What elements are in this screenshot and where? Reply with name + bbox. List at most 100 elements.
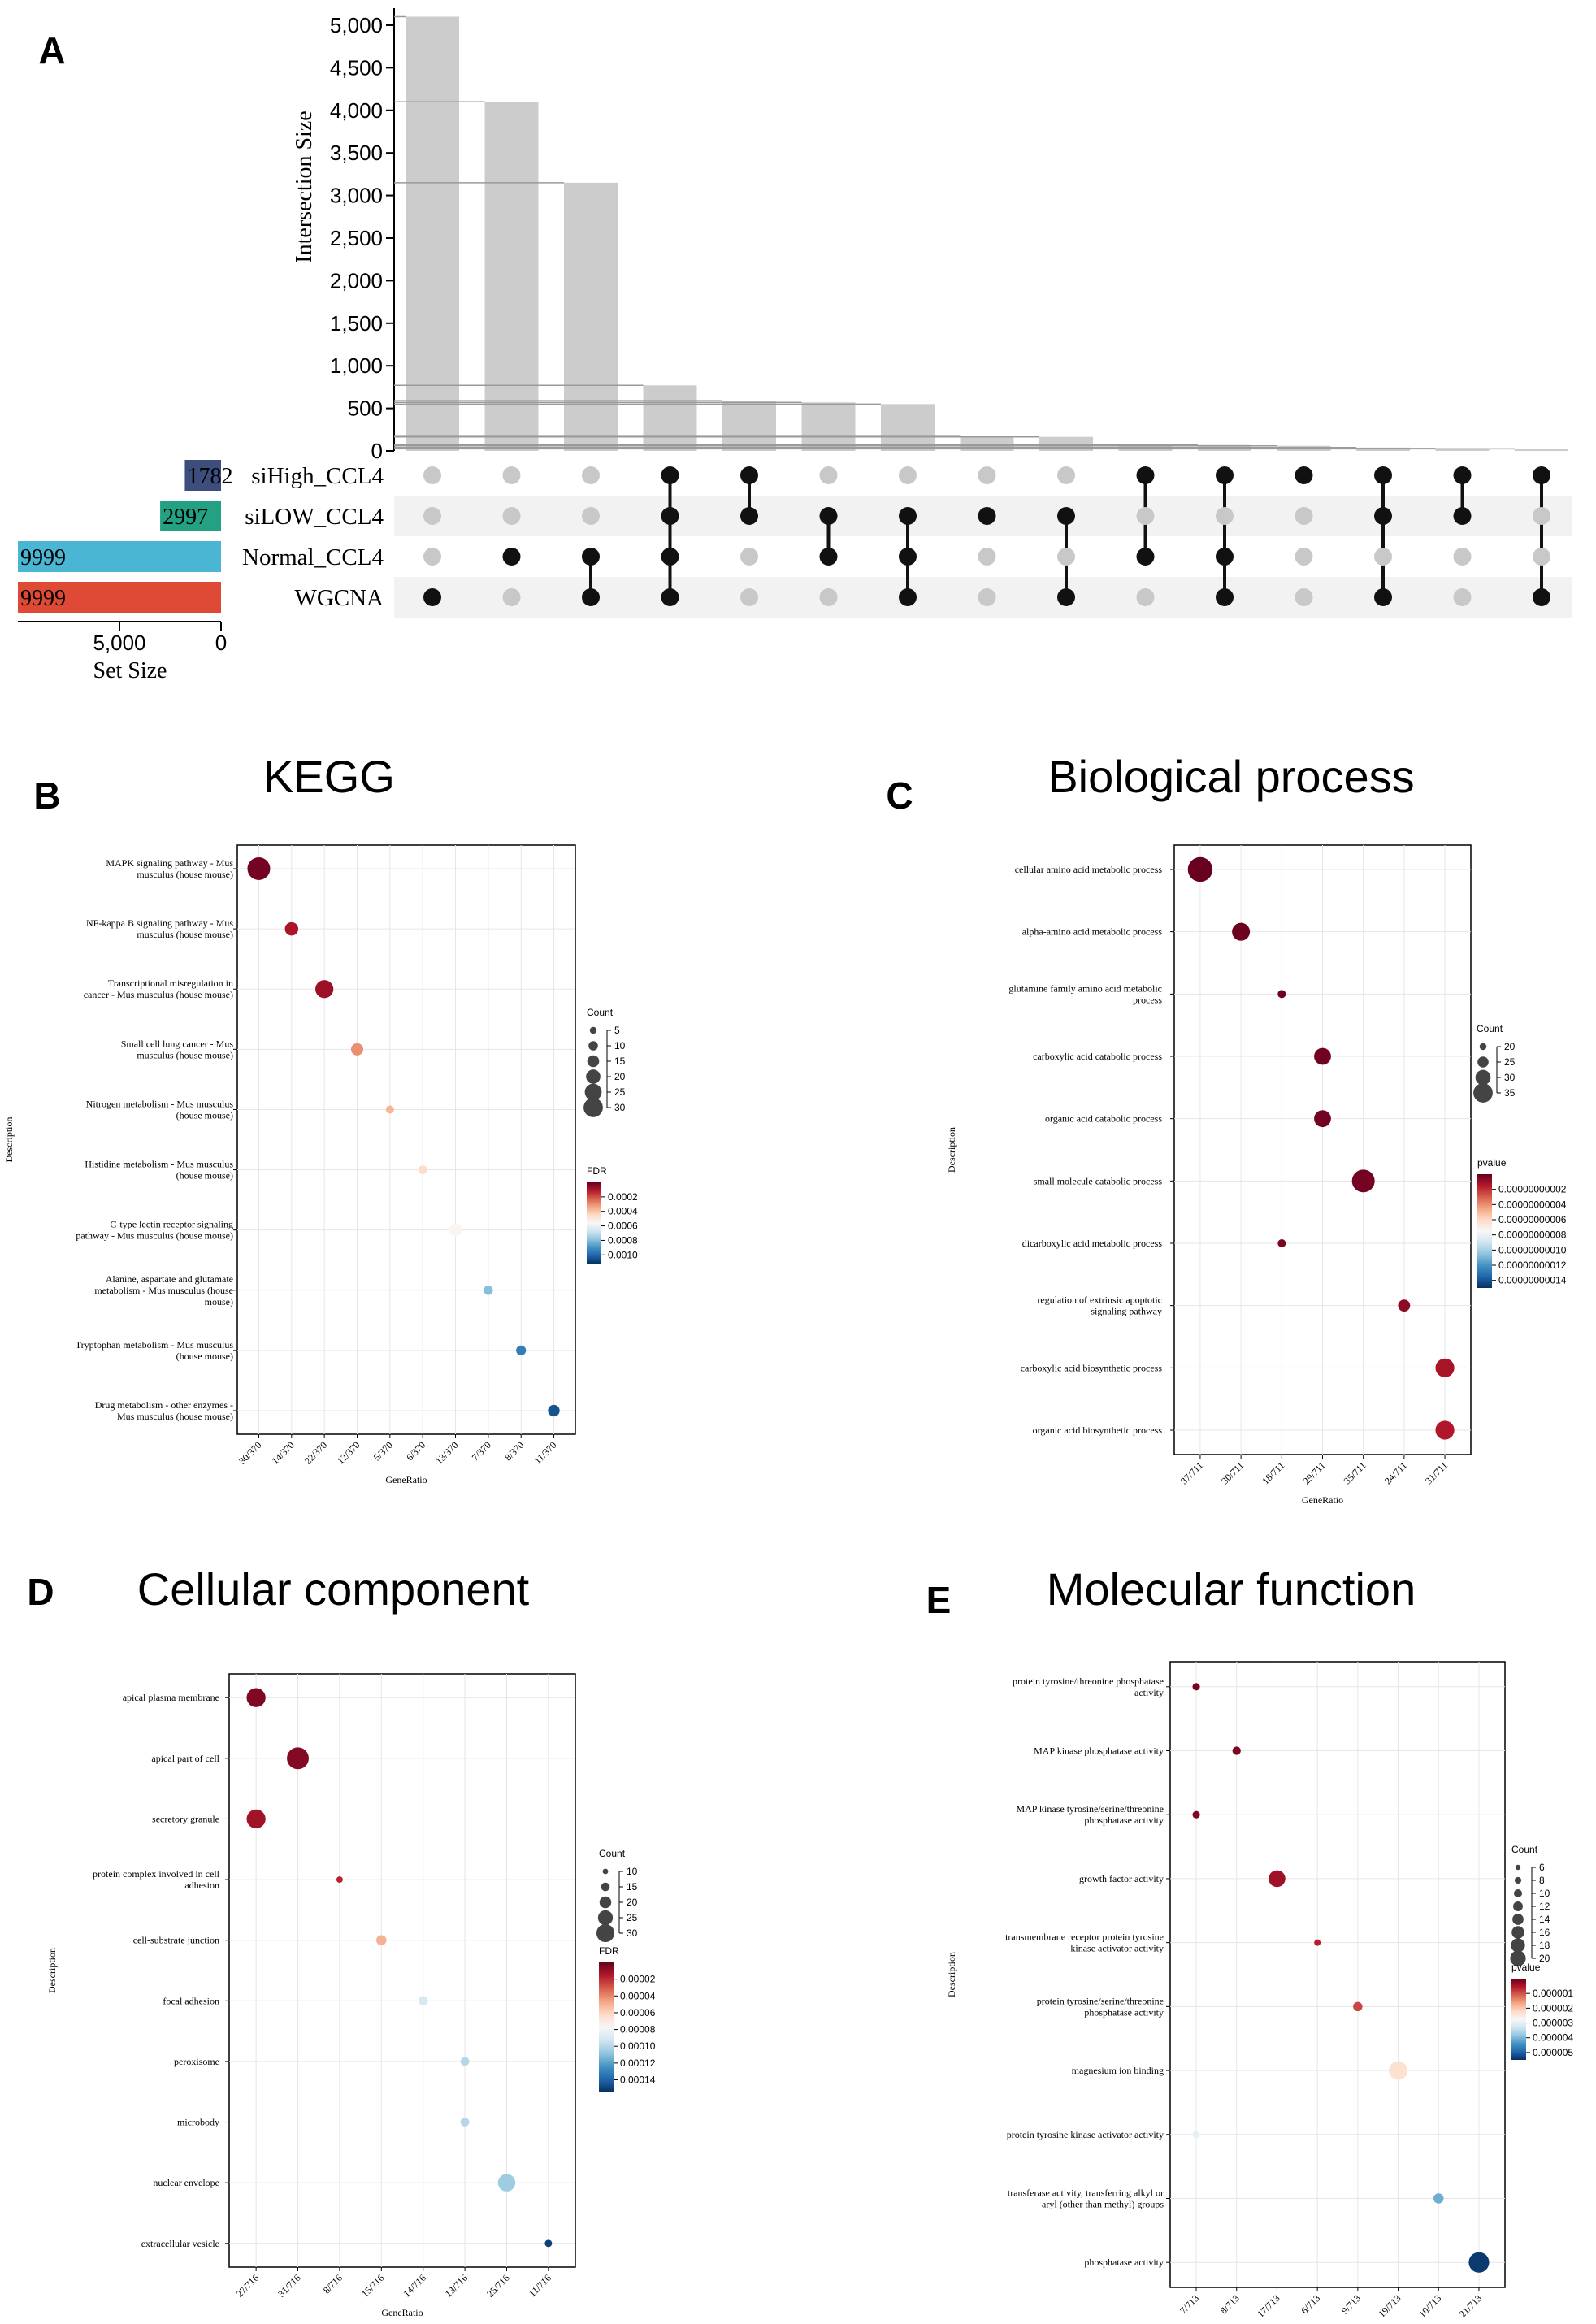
y-category-label: transferase activity, transferring alkyl… <box>1008 2187 1164 2209</box>
data-point <box>1277 990 1286 999</box>
data-point <box>548 1404 560 1417</box>
x-tick-label: 12/370 <box>335 1439 362 1466</box>
size-legend-dot <box>1513 1901 1523 1911</box>
y-category-label: focal adhesion <box>163 1995 219 2006</box>
y-category-label: Histidine metabolism - Mus musculus (hous… <box>85 1159 233 1182</box>
data-point <box>1314 1110 1331 1128</box>
size-legend-label: 6 <box>1539 1862 1545 1873</box>
matrix-dot-inactive <box>1295 548 1313 566</box>
matrix-dot-inactive <box>582 507 600 525</box>
size-legend-dot <box>1513 1888 1523 1898</box>
size-legend-dot <box>589 1026 597 1034</box>
matrix-dot-active <box>1453 466 1472 484</box>
panel-letter-c: C <box>886 774 913 817</box>
data-point <box>418 1165 427 1174</box>
x-tick-label: 21/713 <box>1457 2292 1484 2319</box>
x-tick-label: 11/716 <box>527 2272 553 2299</box>
size-legend-dot <box>1512 1914 1524 1925</box>
size-legend-title: Count <box>1477 1023 1503 1034</box>
y-category-label: extracellular vesicle <box>141 2238 219 2249</box>
matrix-dot-active <box>661 588 679 606</box>
chart-title: Cellular component <box>137 1563 530 1615</box>
matrix-dot-active <box>1057 588 1075 606</box>
colorbar-label: 0.00000000010 <box>1498 1244 1567 1255</box>
matrix-dot-inactive <box>1453 548 1472 566</box>
colorbar <box>587 1182 601 1264</box>
size-legend-label: 15 <box>627 1881 638 1893</box>
matrix-dot-inactive <box>1057 548 1075 566</box>
dotplot-c: Biological process cellular amino acid me… <box>946 751 1567 1506</box>
size-legend-dot <box>1510 1950 1526 1966</box>
data-point <box>1398 1299 1411 1312</box>
matrix-dot-active <box>1216 548 1234 566</box>
matrix-dot-inactive <box>502 507 521 525</box>
size-legend-dot <box>588 1041 598 1051</box>
colorbar-label: 0.000004 <box>1533 2032 1573 2044</box>
matrix-dot-active <box>1057 507 1075 525</box>
chart-title: KEGG <box>263 751 395 802</box>
y-tick-label: 2,500 <box>330 226 383 250</box>
y-category-label: Tryptophan metabolism - Mus musculus (hou… <box>76 1339 234 1362</box>
y-category-label: carboxylic acid catabolic process <box>1033 1051 1162 1062</box>
size-legend-title: Count <box>1511 1844 1538 1855</box>
matrix-dot-active <box>1136 548 1155 566</box>
size-legend-title: Count <box>587 1007 614 1018</box>
data-point <box>1192 2131 1200 2139</box>
panel-letter-b: B <box>33 774 60 817</box>
y-category-label: organic acid biosynthetic process <box>1033 1424 1163 1436</box>
colorbar-label: 0.00002 <box>620 1974 656 1985</box>
matrix-dot-active <box>582 548 600 566</box>
colorbar-label: 0.0010 <box>608 1249 638 1260</box>
set-size-axis-label: Set Size <box>93 658 167 683</box>
y-category-label: transmembrane receptor protein tyrosine k… <box>1005 1932 1164 1954</box>
y-category-label: dicarboxylic acid metabolic process <box>1022 1238 1163 1249</box>
colorbar-label: 0.000003 <box>1533 2018 1573 2029</box>
matrix-dot-inactive <box>978 466 996 484</box>
dotplot-e: Molecular function protein tyrosine/threo… <box>946 1563 1573 2320</box>
set-size-bar <box>18 541 221 572</box>
y-category-label: regulation of extrinsic apoptotic signali… <box>1037 1294 1162 1317</box>
matrix-dot-active <box>899 548 917 566</box>
data-point <box>1435 1420 1455 1440</box>
size-legend-dot <box>597 1910 614 1926</box>
panel-letter-d: D <box>27 1571 54 1613</box>
size-legend-label: 20 <box>614 1071 626 1082</box>
y-category-label: Drug metabolism - other enzymes -Mus mus… <box>95 1399 233 1422</box>
y-category-label: cell-substrate junction <box>133 1935 219 1946</box>
colorbar-label: 0.0004 <box>608 1206 638 1217</box>
data-point <box>418 1996 428 2006</box>
data-point <box>1353 2001 1363 2012</box>
matrix-dot-active <box>1374 588 1392 606</box>
x-tick-label: 19/713 <box>1376 2292 1403 2319</box>
colorbar <box>1511 1979 1526 2060</box>
colorbar-label: 0.00008 <box>620 2024 656 2036</box>
size-legend-label: 18 <box>1539 1940 1550 1951</box>
x-tick-label: 22/370 <box>302 1439 329 1466</box>
y-category-label: Alanine, aspartate and glutamate metaboli… <box>94 1273 233 1307</box>
data-point <box>246 1809 266 1829</box>
x-tick-label: 31/711 <box>1423 1459 1450 1486</box>
intersection-bar <box>564 182 618 451</box>
x-tick-label: 11/370 <box>531 1439 558 1466</box>
colorbar-label: 0.000002 <box>1533 2002 1573 2014</box>
size-legend-dot <box>1473 1083 1493 1103</box>
data-point <box>315 980 334 999</box>
matrix-dot-inactive <box>502 588 521 606</box>
size-legend-label: 10 <box>614 1040 626 1051</box>
set-size-bar <box>160 501 221 531</box>
size-legend-label: 5 <box>614 1025 620 1036</box>
size-legend-dot <box>583 1098 603 1117</box>
size-legend-dot <box>601 1882 610 1892</box>
y-axis-label: Description <box>46 1948 58 1993</box>
matrix-dot-inactive <box>1533 507 1550 525</box>
panel-letter-a: A <box>38 29 65 72</box>
matrix-dot-inactive <box>819 466 838 484</box>
matrix-dot-inactive <box>978 588 996 606</box>
set-name-label: siLOW_CCL4 <box>245 504 384 530</box>
y-category-label: peroxisome <box>174 2056 219 2067</box>
x-axis-label: GeneRatio <box>1302 1494 1343 1506</box>
y-axis-label: Description <box>946 1127 957 1173</box>
x-tick-label: 37/711 <box>1178 1459 1205 1486</box>
x-tick-label: 35/711 <box>1342 1459 1368 1486</box>
y-category-label: NF-kappa B signaling pathway - Mus muscul… <box>86 917 233 940</box>
